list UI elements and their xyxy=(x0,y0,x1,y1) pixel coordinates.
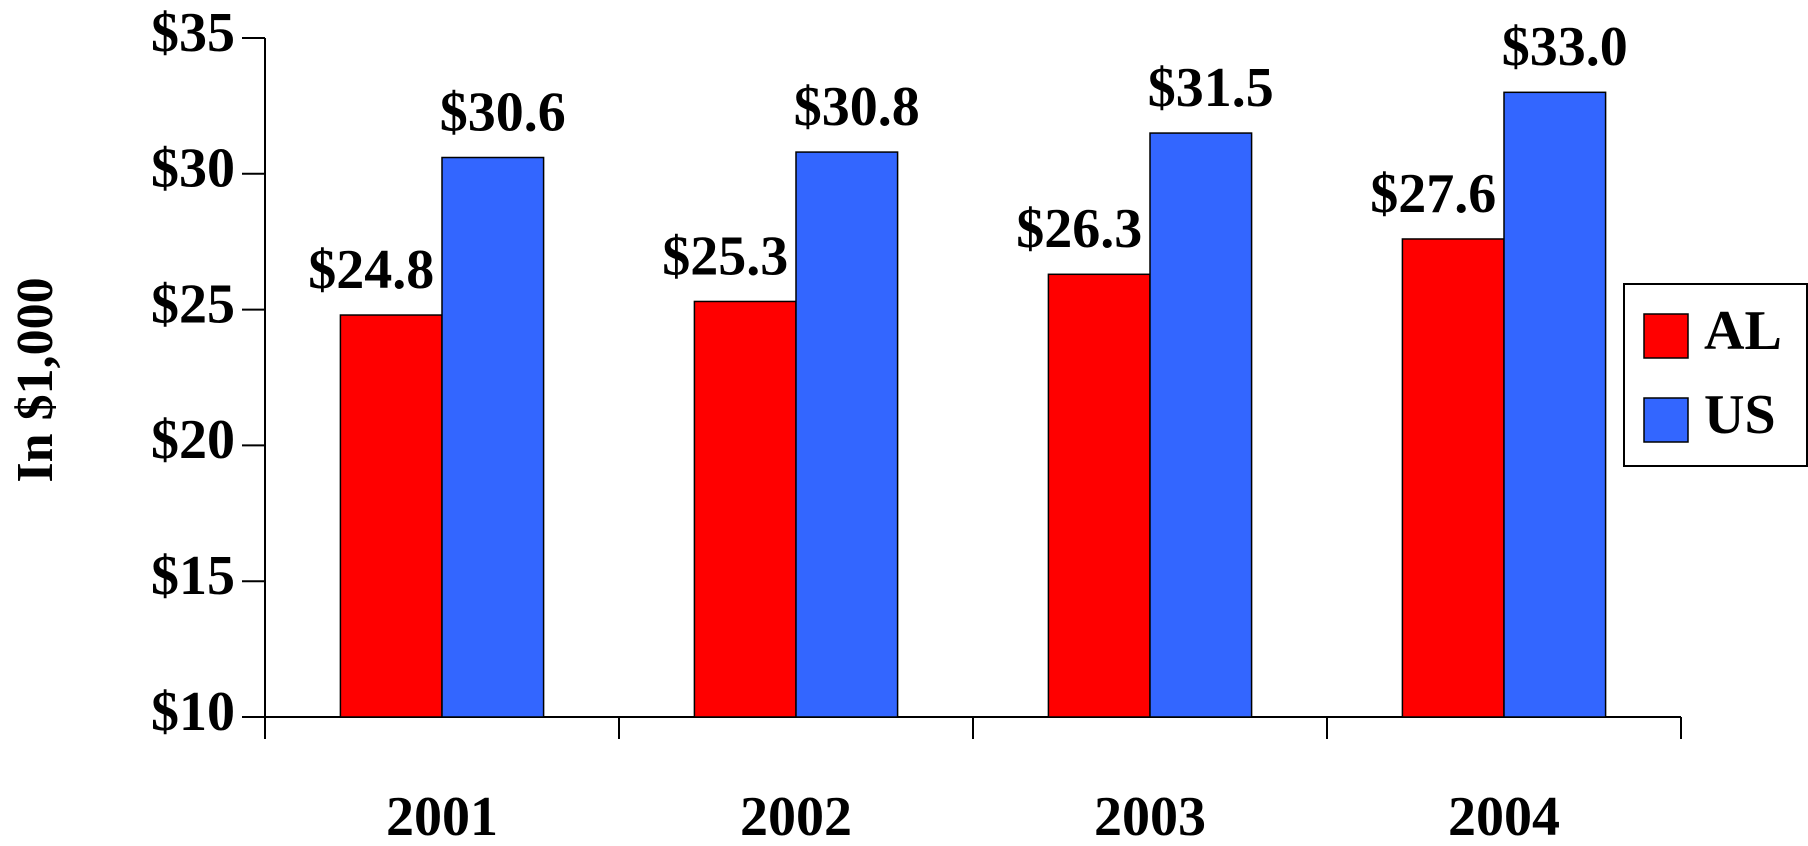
value-label: $26.3 xyxy=(1016,198,1142,260)
value-label: $33.0 xyxy=(1502,16,1628,78)
y-axis-title: In $1,000 xyxy=(7,277,64,482)
y-tick-label: $35 xyxy=(151,2,235,64)
bar xyxy=(1401,238,1505,718)
value-label: $31.5 xyxy=(1148,57,1274,119)
value-label: $27.6 xyxy=(1370,163,1496,225)
value-label: $30.6 xyxy=(440,81,566,143)
x-tick-label: 2001 xyxy=(386,786,498,846)
value-label: $30.8 xyxy=(794,76,920,138)
bar xyxy=(1047,273,1151,718)
x-tick-label: 2004 xyxy=(1448,786,1560,846)
bar xyxy=(1149,132,1253,718)
legend-label: US xyxy=(1704,384,1776,446)
value-label: $24.8 xyxy=(308,239,434,301)
bar xyxy=(339,314,443,718)
bar xyxy=(441,156,545,718)
legend-label: AL xyxy=(1704,300,1782,362)
legend-swatch xyxy=(1643,313,1689,359)
value-label: $25.3 xyxy=(662,225,788,287)
bar xyxy=(1503,91,1607,718)
bar xyxy=(693,300,797,718)
legend-swatch xyxy=(1643,397,1689,443)
bar xyxy=(795,151,899,718)
y-tick-label: $15 xyxy=(151,545,235,607)
y-tick-label: $30 xyxy=(151,138,235,200)
x-tick-label: 2002 xyxy=(740,786,852,846)
y-tick-label: $20 xyxy=(151,409,235,471)
x-tick-label: 2003 xyxy=(1094,786,1206,846)
y-tick-label: $25 xyxy=(151,273,235,335)
y-tick-label: $10 xyxy=(151,681,235,743)
